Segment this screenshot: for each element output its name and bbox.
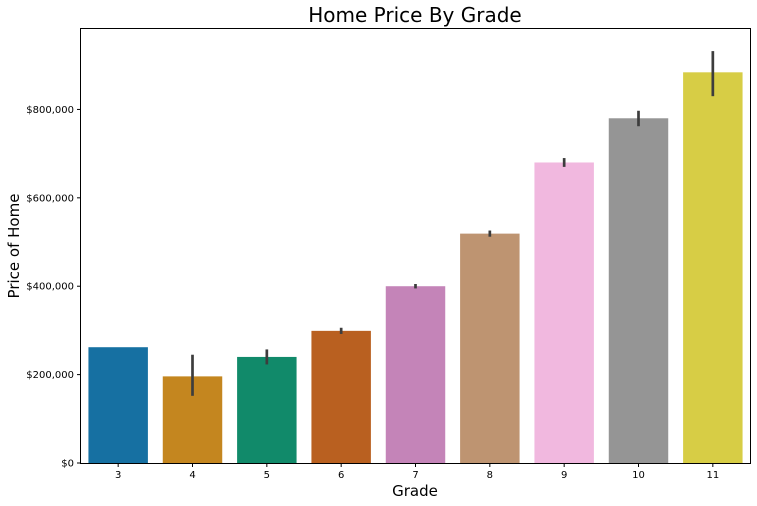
x-tick-label: 7 bbox=[412, 470, 418, 481]
x-tick-label: 3 bbox=[115, 470, 121, 481]
x-tick-label: 5 bbox=[264, 470, 270, 481]
bar-grade-8 bbox=[460, 233, 520, 463]
x-tick-label: 11 bbox=[706, 470, 719, 481]
chart-title: Home Price By Grade bbox=[308, 3, 521, 27]
x-axis-title: Grade bbox=[392, 482, 438, 500]
y-tick-label: $600,000 bbox=[26, 193, 74, 204]
bar-grade-9 bbox=[534, 162, 594, 464]
x-tick-label: 6 bbox=[338, 470, 344, 481]
x-tick-label: 9 bbox=[561, 470, 567, 481]
y-axis-title: Price of Home bbox=[5, 194, 23, 299]
x-tick-label: 4 bbox=[189, 470, 195, 481]
x-tick-label: 8 bbox=[487, 470, 493, 481]
y-tick-label: $800,000 bbox=[26, 105, 74, 116]
bar-grade-11 bbox=[683, 72, 743, 463]
bars-layer bbox=[88, 72, 743, 464]
bar-grade-5 bbox=[237, 356, 297, 463]
x-axis: 3 4 5 6 7 8 9 10 11 bbox=[115, 463, 719, 481]
bar-grade-3 bbox=[88, 347, 148, 463]
bar-grade-6 bbox=[311, 330, 371, 463]
x-tick-label: 10 bbox=[632, 470, 645, 481]
y-tick-label: $200,000 bbox=[26, 370, 74, 381]
y-tick-label: $400,000 bbox=[26, 282, 74, 293]
y-tick-label: $0 bbox=[61, 459, 74, 470]
y-axis: $0 $200,000 $400,000 $600,000 $800,000 bbox=[26, 105, 81, 470]
bar-grade-7 bbox=[385, 286, 446, 463]
error-bars-layer bbox=[191, 51, 715, 396]
bar-grade-10 bbox=[608, 118, 669, 463]
